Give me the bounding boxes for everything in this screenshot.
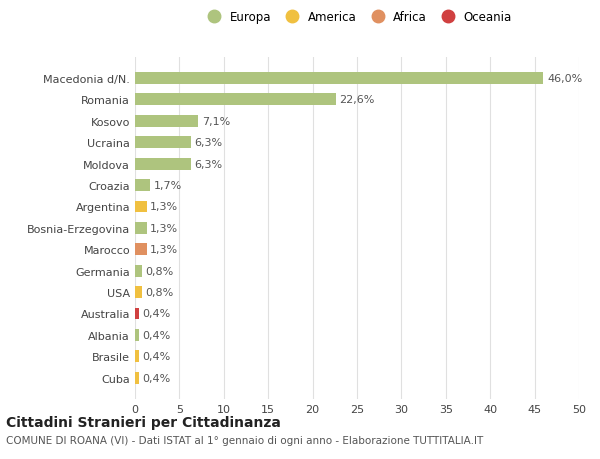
Bar [135,94,335,106]
Text: 0,8%: 0,8% [146,266,174,276]
Text: 1,3%: 1,3% [150,245,178,255]
Text: COMUNE DI ROANA (VI) - Dati ISTAT al 1° gennaio di ogni anno - Elaborazione TUTT: COMUNE DI ROANA (VI) - Dati ISTAT al 1° … [6,435,483,445]
Text: 0,4%: 0,4% [142,352,170,362]
Bar [135,351,139,363]
Bar [135,372,139,384]
Text: Cittadini Stranieri per Cittadinanza: Cittadini Stranieri per Cittadinanza [6,415,281,429]
Text: 7,1%: 7,1% [202,117,230,127]
Text: 6,3%: 6,3% [194,138,223,148]
Bar [135,116,198,128]
Text: 6,3%: 6,3% [194,159,223,169]
Text: 46,0%: 46,0% [547,74,582,84]
Bar [135,158,191,170]
Text: 1,3%: 1,3% [150,202,178,212]
Bar [135,244,146,256]
Text: 22,6%: 22,6% [339,95,374,105]
Text: 0,4%: 0,4% [142,373,170,383]
Bar [135,180,150,191]
Bar [135,308,139,319]
Legend: Europa, America, Africa, Oceania: Europa, America, Africa, Oceania [200,9,514,26]
Text: 0,4%: 0,4% [142,309,170,319]
Bar [135,329,139,341]
Bar [135,286,142,298]
Bar [135,137,191,149]
Text: 0,4%: 0,4% [142,330,170,340]
Bar [135,223,146,234]
Text: 1,7%: 1,7% [154,181,182,190]
Text: 0,8%: 0,8% [146,287,174,297]
Bar [135,201,146,213]
Bar [135,73,544,84]
Bar [135,265,142,277]
Text: 1,3%: 1,3% [150,224,178,233]
